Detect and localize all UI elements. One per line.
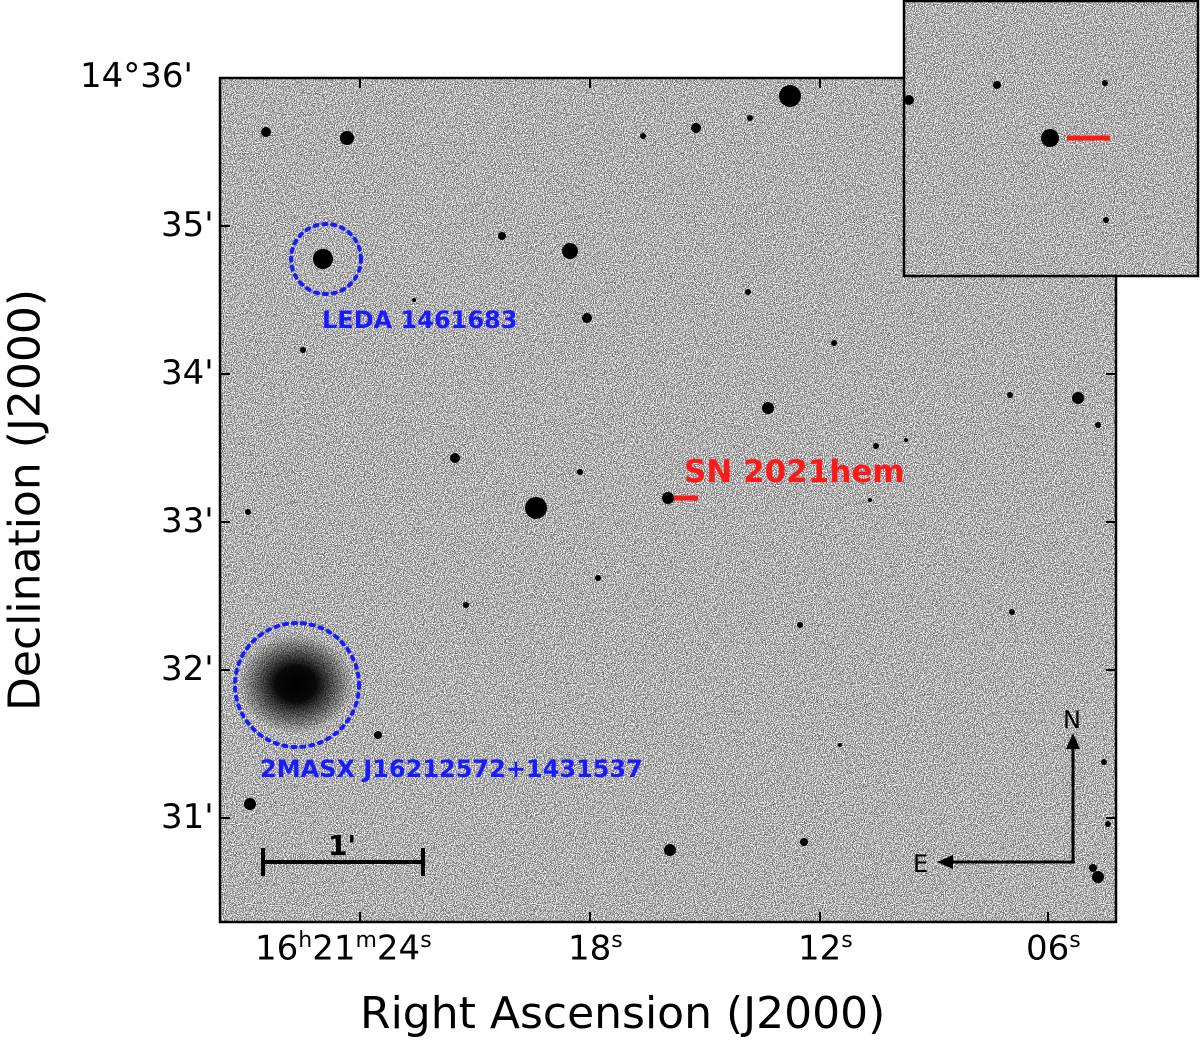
y-tick-label: 33' <box>161 501 214 541</box>
star <box>1092 871 1104 883</box>
x-tick-label: 18s <box>568 928 623 969</box>
star <box>691 123 701 133</box>
star <box>779 85 801 107</box>
star <box>1072 392 1084 404</box>
star <box>797 622 803 628</box>
leda-circle <box>289 222 363 296</box>
star <box>1105 821 1111 827</box>
star <box>747 115 753 121</box>
star <box>525 497 547 519</box>
scale-bar-icon: 1' <box>261 829 425 876</box>
sn-label: SN 2021hem <box>684 454 905 490</box>
scale-bar-label: 1' <box>328 829 356 862</box>
star <box>1095 422 1101 428</box>
y-axis-title: Declination (J2000) <box>0 289 51 711</box>
star <box>595 575 601 581</box>
star <box>450 453 460 463</box>
star <box>640 133 646 139</box>
star <box>838 743 842 747</box>
inset-image <box>902 0 1200 278</box>
star <box>412 298 416 302</box>
y-tick-label: 32' <box>161 649 214 689</box>
star-field <box>244 85 1111 883</box>
star <box>873 443 879 449</box>
star <box>662 492 674 504</box>
star <box>1009 609 1015 615</box>
star <box>244 798 256 810</box>
star <box>1007 392 1013 398</box>
y-tick-label: 35' <box>161 205 214 245</box>
star <box>261 127 271 137</box>
star <box>800 838 808 846</box>
leda-label: LEDA 1461683 <box>322 306 517 334</box>
star <box>577 469 583 475</box>
star <box>1101 759 1107 765</box>
star <box>831 340 837 346</box>
star <box>313 249 333 269</box>
x-tick-label: 12s <box>798 928 853 969</box>
x-tick-label: 16h21m24s <box>255 928 432 969</box>
star <box>1089 864 1097 872</box>
star <box>300 347 306 353</box>
x-axis-title: Right Ascension (J2000) <box>360 988 886 1039</box>
star <box>245 509 251 515</box>
star <box>340 131 354 145</box>
star <box>904 438 908 442</box>
2mass-circle <box>233 621 361 749</box>
galaxy-2mass <box>238 634 354 734</box>
2mass-label: 2MASX J16212572+1431537 <box>260 755 643 783</box>
axis-ticks <box>220 77 1116 922</box>
star <box>498 232 506 240</box>
star <box>868 498 872 502</box>
star <box>463 602 469 608</box>
north-east-compass-icon: N E <box>913 706 1081 878</box>
y-tick-label: 31' <box>161 797 214 837</box>
star <box>762 402 774 414</box>
star <box>745 289 751 295</box>
compass-east-label: E <box>913 850 928 878</box>
star <box>562 243 578 259</box>
image-frame <box>218 76 1118 924</box>
y-tick-label: 14°36' <box>80 56 193 96</box>
compass-north-label: N <box>1063 706 1081 734</box>
star <box>664 844 676 856</box>
star <box>374 731 382 739</box>
star <box>582 313 592 323</box>
y-tick-label: 34' <box>161 353 214 393</box>
x-tick-label: 06s <box>1026 928 1081 969</box>
